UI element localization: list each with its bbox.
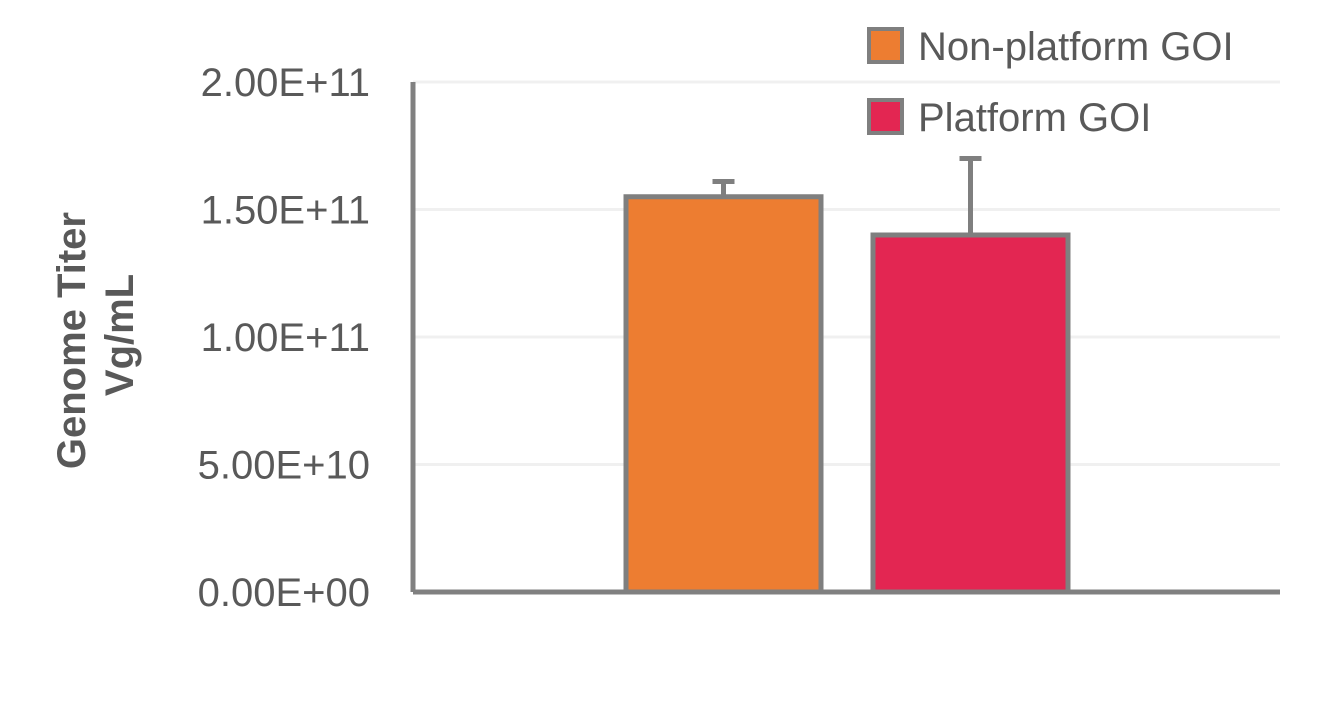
error-bars — [712, 156, 982, 235]
y-axis-title-line-1: Genome Titer — [50, 212, 94, 469]
y-tick-label-2: 1.00E+11 — [201, 316, 370, 360]
y-tick-label-0: 0.00E+00 — [198, 571, 370, 615]
legend-label-1: Non-platform GOI — [918, 25, 1234, 69]
axes — [410, 82, 1280, 595]
y-tick-label-3: 1.50E+11 — [201, 189, 370, 233]
gridlines — [413, 80, 1280, 466]
bar-1 — [623, 194, 824, 595]
y-tick-label-1: 5.00E+10 — [198, 444, 370, 488]
legend-swatch-1 — [867, 27, 904, 64]
legend: Non-platform GOI Platform GOI — [867, 25, 1234, 140]
legend-swatch-2 — [867, 98, 904, 135]
y-tick-labels: 0.00E+00 5.00E+10 1.00E+11 1.50E+11 2.00E+11 — [198, 61, 370, 615]
bars — [623, 194, 1071, 595]
y-tick-label-4: 2.00E+11 — [201, 61, 370, 105]
bar-2 — [870, 232, 1071, 595]
legend-label-2: Platform GOI — [918, 96, 1151, 140]
y-axis-title: Genome Titer Vg/mL — [50, 201, 142, 469]
y-axis-title-line-2: Vg/mL — [98, 274, 142, 396]
